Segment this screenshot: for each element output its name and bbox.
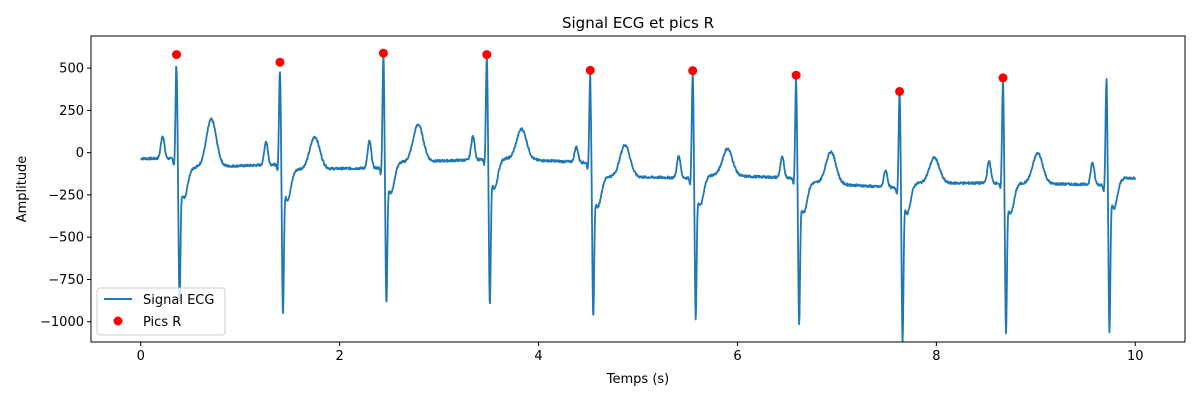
chart-title: Signal ECG et pics R (562, 14, 714, 32)
r-peak-marker (378, 48, 388, 58)
y-tick-label: −500 (48, 231, 84, 246)
y-tick-label: 0 (76, 146, 84, 161)
x-tick-label: 6 (733, 349, 741, 364)
r-peak-marker (275, 57, 285, 67)
x-axis-ticks: 0 2 4 6 8 10 (137, 342, 1144, 364)
r-peak-marker (895, 86, 905, 96)
r-peak-marker (998, 73, 1008, 83)
y-tick-label: 500 (59, 62, 84, 77)
legend-peaks-label: Pics R (143, 315, 181, 330)
x-tick-label: 8 (932, 349, 940, 364)
legend-peaks-swatch (113, 316, 123, 326)
y-tick-label: −750 (48, 273, 84, 288)
legend: Signal ECG Pics R (96, 287, 226, 336)
plot-frame (90, 35, 1186, 343)
plot-area (90, 35, 1186, 343)
x-tick-label: 10 (1127, 349, 1144, 364)
r-peak-marker (172, 50, 182, 60)
y-tick-label: −250 (48, 188, 84, 203)
x-axis-label: Temps (s) (606, 372, 669, 387)
r-peak-marker (585, 65, 595, 75)
y-tick-label: −1000 (40, 315, 84, 330)
x-tick-label: 0 (137, 349, 145, 364)
x-tick-label: 4 (534, 349, 542, 364)
y-tick-label: 250 (59, 104, 84, 119)
r-peak-marker (791, 70, 801, 80)
legend-signal-label: Signal ECG (143, 293, 214, 308)
r-peak-marker (482, 50, 492, 60)
ecg-signal-line (140, 52, 1137, 342)
y-axis-label: Amplitude (15, 156, 30, 223)
y-axis-ticks: −1000 −750 −500 −250 0 250 500 (40, 62, 91, 330)
r-peak-marker (688, 66, 698, 76)
x-tick-label: 2 (335, 349, 343, 364)
